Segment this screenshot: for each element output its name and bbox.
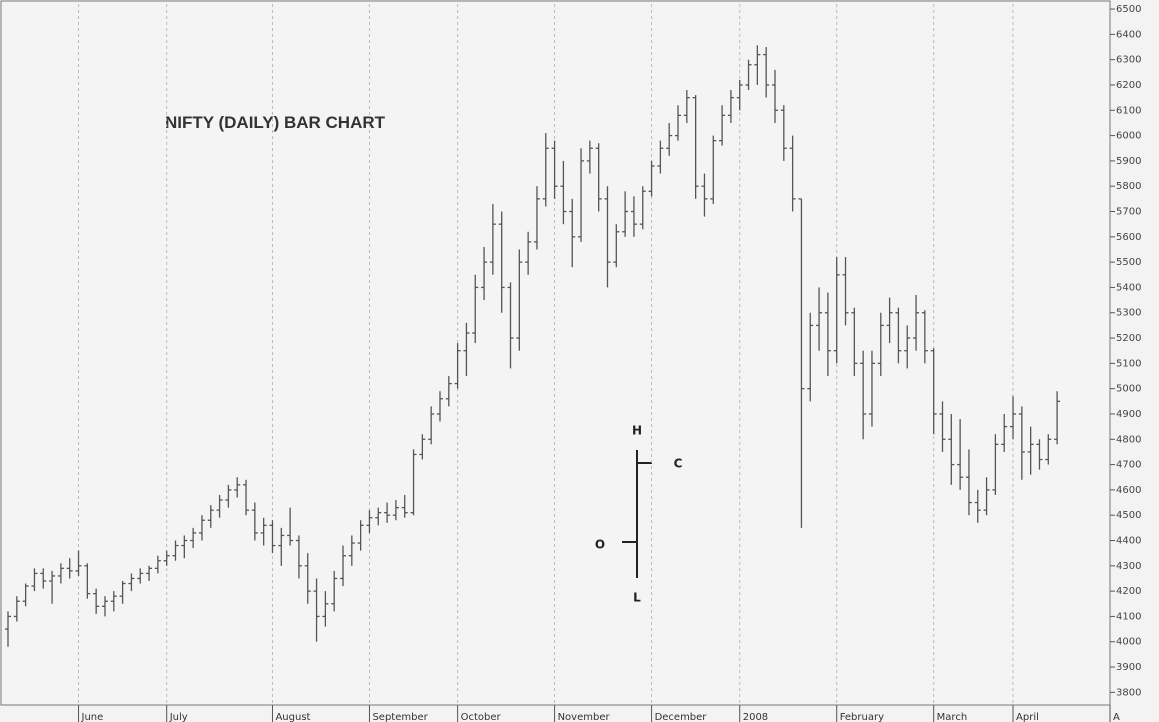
plot-frame — [0, 0, 1111, 706]
y-tick-label: 4600 — [1116, 485, 1141, 496]
key-low-label: L — [633, 591, 641, 605]
x-tick-label: October — [461, 712, 502, 722]
y-tick-label: 4900 — [1116, 409, 1141, 420]
x-tick-label: August — [275, 712, 310, 722]
y-tick-label: 4400 — [1116, 536, 1141, 547]
y-tick-label: 6000 — [1116, 131, 1141, 142]
x-tick-label: November — [558, 712, 611, 722]
y-tick-label: 5100 — [1116, 358, 1141, 369]
y-tick-label: 4200 — [1116, 586, 1141, 597]
x-tick-label: February — [840, 712, 884, 722]
key-bar — [622, 450, 652, 578]
key-high-label: H — [632, 424, 642, 438]
y-tick-label: 3900 — [1116, 662, 1141, 673]
y-tick-label: 5200 — [1116, 333, 1141, 344]
y-tick-label: 5700 — [1116, 207, 1141, 218]
y-tick-label: 6200 — [1116, 80, 1141, 91]
key-close-label: C — [674, 457, 683, 471]
y-tick-label: 4800 — [1116, 434, 1141, 445]
chart-title: NIFTY (DAILY) BAR CHART — [165, 113, 386, 132]
y-tick-label: 5500 — [1116, 257, 1141, 268]
y-tick-label: 6300 — [1116, 55, 1141, 66]
y-tick-label: 5000 — [1116, 384, 1141, 395]
y-tick-label: 5900 — [1116, 156, 1141, 167]
y-tick-label: 4500 — [1116, 510, 1141, 521]
x-tick-label: March — [937, 712, 967, 722]
y-tick-label: 6100 — [1116, 105, 1141, 116]
y-tick-label: 4000 — [1116, 637, 1141, 648]
key-open-label: O — [595, 538, 605, 552]
y-tick-label: 3800 — [1116, 687, 1141, 698]
y-tick-label: 4100 — [1116, 611, 1141, 622]
y-tick-label: 4700 — [1116, 460, 1141, 471]
x-tick-label: A — [1113, 712, 1120, 722]
y-tick-label: 5600 — [1116, 232, 1141, 243]
y-tick-label: 5800 — [1116, 181, 1141, 192]
x-tick-label: December — [655, 712, 708, 722]
x-tick-label: 2008 — [743, 712, 768, 722]
y-tick-label: 6500 — [1116, 4, 1141, 15]
y-tick-label: 5300 — [1116, 308, 1141, 319]
y-tick-label: 4300 — [1116, 561, 1141, 572]
x-tick-label: June — [81, 712, 104, 722]
y-tick-label: 6400 — [1116, 29, 1141, 40]
x-tick-label: September — [372, 712, 428, 722]
x-tick-label: July — [169, 712, 188, 722]
y-tick-label: 5400 — [1116, 282, 1141, 293]
x-tick-label: April — [1016, 712, 1039, 722]
